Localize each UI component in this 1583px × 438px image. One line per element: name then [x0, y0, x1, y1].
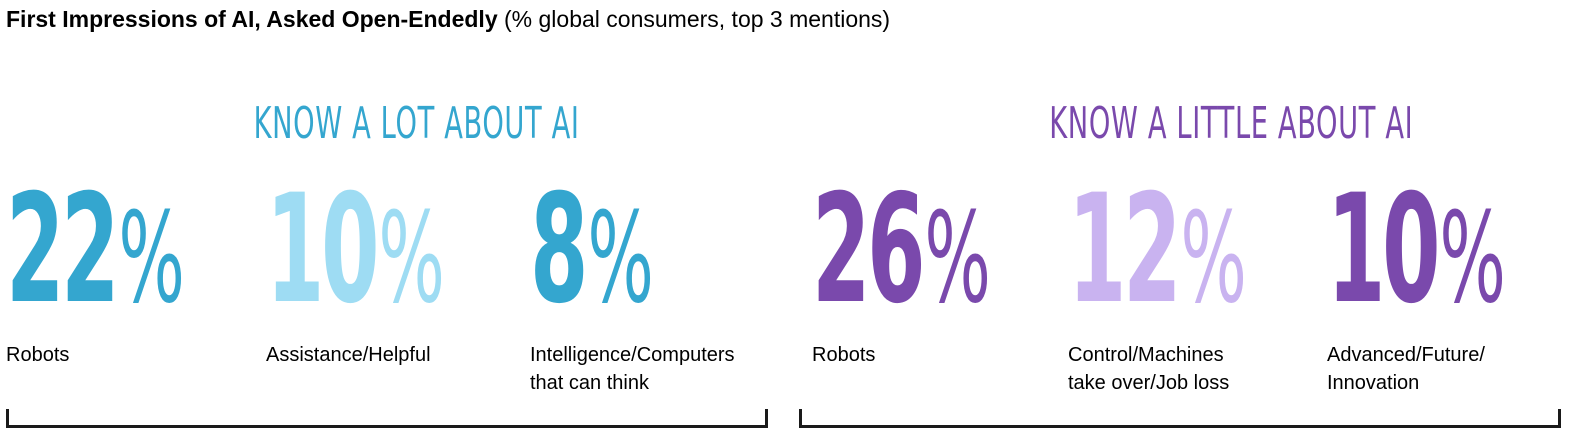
stat-value-know-a-lot-robots: 22%	[6, 170, 185, 331]
stat-label-line: that can think	[530, 372, 649, 394]
stat-unit: %	[924, 186, 991, 331]
stat-unit: %	[1439, 186, 1506, 331]
chart-title: First Impressions of AI, Asked Open-Ende…	[6, 4, 890, 34]
stat-label-know-a-little-robots: Robots	[812, 341, 1062, 369]
stat-value-know-a-lot-assistance: 10%	[266, 170, 445, 331]
stat-label-line: Robots	[6, 344, 70, 366]
stat-label-know-a-lot-robots: Robots	[6, 341, 256, 369]
stat-number: 22	[6, 163, 120, 337]
stat-value-know-a-little-robots: 26%	[812, 170, 991, 331]
stat-label-line: Assistance/Helpful	[266, 344, 431, 366]
group-heading-know-a-lot: KNOW A LOT ABOUT AI	[253, 98, 580, 149]
stat-value-know-a-little-advanced: 10%	[1327, 170, 1506, 331]
stat-unit: %	[378, 186, 445, 331]
chart-subtitle: (% global consumers, top 3 mentions)	[504, 6, 891, 32]
stat-label-line: Innovation	[1327, 372, 1420, 394]
stat-unit: %	[1180, 186, 1247, 331]
stat-label-line: Advanced/Future/	[1327, 344, 1485, 366]
stat-label-know-a-lot-intelligence: Intelligence/Computers that can think	[530, 341, 780, 397]
chart-title-main: First Impressions of AI, Asked Open-Ende…	[6, 6, 498, 32]
stat-value-know-a-little-control: 12%	[1068, 170, 1247, 331]
group-bracket-know-a-lot	[6, 409, 768, 428]
stat-number: 10	[1327, 163, 1441, 337]
stat-label-know-a-little-control: Control/Machines take over/Job loss	[1068, 341, 1318, 397]
stat-value-know-a-lot-intelligence: 8%	[530, 170, 654, 331]
stat-unit: %	[587, 186, 654, 331]
stat-label-know-a-lot-assistance: Assistance/Helpful	[266, 341, 516, 369]
stat-number: 10	[266, 163, 380, 337]
stat-number: 26	[812, 163, 926, 337]
stat-label-line: Robots	[812, 344, 876, 366]
stat-label-line: Control/Machines	[1068, 344, 1224, 366]
group-bracket-know-a-little	[799, 409, 1561, 428]
stat-number: 8	[530, 163, 588, 337]
stat-unit: %	[118, 186, 185, 331]
group-heading-know-a-little: KNOW A LITTLE ABOUT AI	[1049, 98, 1414, 149]
stat-label-line: take over/Job loss	[1068, 372, 1230, 394]
stat-label-know-a-little-advanced: Advanced/Future/ Innovation	[1327, 341, 1577, 397]
stat-label-line: Intelligence/Computers	[530, 344, 735, 366]
stat-number: 12	[1068, 163, 1182, 337]
